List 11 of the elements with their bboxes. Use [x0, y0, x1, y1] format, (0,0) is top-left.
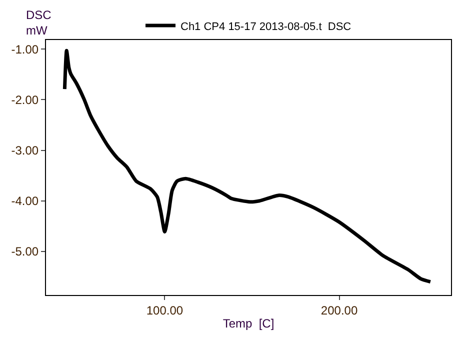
- x-axis-title: Temp [C]: [222, 316, 274, 330]
- y-tick-label: -4.00: [11, 194, 39, 208]
- y-tick-label: -2.00: [11, 92, 39, 107]
- legend-label: Ch1 CP4 15-17 2013-08-05.t DSC: [180, 20, 352, 33]
- y-tick-label: -5.00: [11, 244, 39, 259]
- line-series: [62, 48, 432, 284]
- y-axis-title: DSC mW: [26, 8, 52, 38]
- y-tick-label: -1.00: [11, 42, 39, 56]
- x-tick-label: 200.00: [320, 303, 358, 318]
- y-tick-label: -3.00: [11, 144, 39, 158]
- x-tick-label: 100.00: [146, 303, 184, 318]
